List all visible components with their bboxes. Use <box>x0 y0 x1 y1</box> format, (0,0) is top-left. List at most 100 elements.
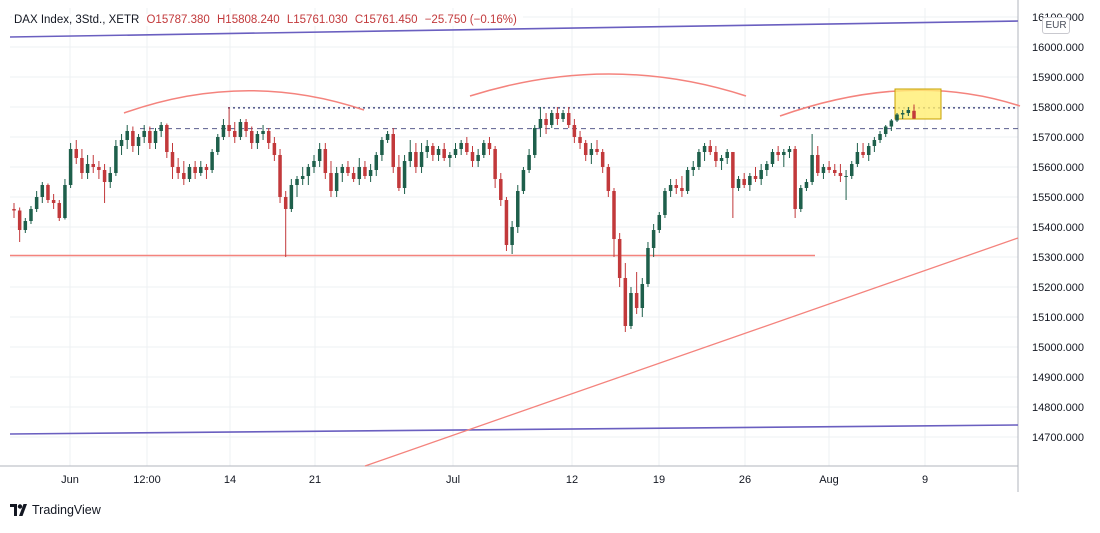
candle-body <box>770 152 775 164</box>
candle-body <box>821 167 826 173</box>
candle-body <box>612 191 616 239</box>
price-tick-label: 14900.000 <box>1032 372 1084 384</box>
time-tick-label: 14 <box>224 474 236 486</box>
candle-body <box>663 191 667 215</box>
instrument-title: DAX Index, 3Std., XETR <box>14 14 140 26</box>
candle-body <box>261 131 265 134</box>
arc-top-2 <box>469 73 747 97</box>
candle-body <box>527 155 531 170</box>
candle-body <box>170 152 175 167</box>
candle-body <box>482 143 486 155</box>
candle-body <box>380 140 384 155</box>
candle-body <box>323 149 328 173</box>
price-tick-label: 16000.000 <box>1032 42 1084 54</box>
tradingview-logo-icon <box>10 504 27 516</box>
chart-header: DAX Index, 3Std., XETR O15787.380 H15808… <box>12 14 523 26</box>
candle-body <box>199 167 203 173</box>
candle-body <box>640 284 645 308</box>
candle-body <box>136 137 141 146</box>
tradingview-brand[interactable]: TradingView <box>10 502 101 518</box>
candle-body <box>204 167 209 170</box>
candle-body <box>470 152 475 161</box>
candle-body <box>442 149 446 158</box>
candle-body <box>165 125 169 152</box>
candle-body <box>753 176 758 179</box>
high-value: H15808.240 <box>217 14 280 26</box>
candle-body <box>646 248 650 284</box>
candle-body <box>697 152 701 167</box>
change-value: −25.750 (−0.16%) <box>424 14 517 26</box>
currency-badge[interactable]: EUR <box>1042 17 1070 34</box>
candle-body <box>368 170 373 176</box>
candle-body <box>765 164 769 170</box>
candle-body <box>855 152 860 164</box>
candle-body <box>57 203 62 218</box>
candle-body <box>504 200 509 245</box>
candle-body <box>912 110 916 119</box>
candle-body <box>906 110 911 113</box>
candle-body <box>782 152 786 155</box>
candle-body <box>793 149 797 209</box>
time-tick-label: 26 <box>739 474 751 486</box>
open-value: O15787.380 <box>146 14 210 26</box>
candle-body <box>629 293 633 326</box>
candle-body <box>555 113 560 119</box>
close-value: C15761.450 <box>354 14 418 26</box>
candle-body <box>85 164 90 173</box>
candle-body <box>895 114 899 121</box>
candle-body <box>759 170 763 179</box>
candle-body <box>29 209 33 221</box>
candle-body <box>153 131 158 143</box>
candle-body <box>883 126 888 134</box>
time-tick-label: 9 <box>922 474 928 486</box>
candle-body <box>187 167 192 179</box>
candle-body <box>334 173 339 191</box>
candle-body <box>176 167 180 173</box>
candle-body <box>255 134 260 143</box>
candle-body <box>221 125 226 137</box>
candle-body <box>714 152 718 161</box>
candle-body <box>74 149 79 158</box>
trendline-ascending <box>364 237 1019 467</box>
candle-body <box>317 149 322 161</box>
candle-body <box>459 143 463 149</box>
price-tick-label: 15300.000 <box>1032 252 1084 264</box>
time-tick-label: Aug <box>819 474 839 486</box>
candle-body <box>521 170 526 191</box>
candle-body <box>425 146 429 152</box>
candle-body <box>544 119 548 125</box>
candle-body <box>391 134 395 167</box>
candle-body <box>748 176 752 185</box>
candle-body <box>731 152 735 188</box>
candle-body <box>244 122 248 131</box>
candle-body <box>329 173 333 191</box>
candle-body <box>193 167 197 173</box>
candle-body <box>465 143 469 152</box>
candle-body <box>634 293 639 308</box>
price-tick-label: 15100.000 <box>1032 312 1084 324</box>
candle-body <box>385 134 390 140</box>
candle-body <box>623 278 628 326</box>
candle-body <box>572 125 577 137</box>
candle-body <box>889 120 894 127</box>
candle-body <box>419 152 424 167</box>
candle-body <box>51 200 56 203</box>
candle-body <box>674 185 679 188</box>
candle-body <box>23 221 28 230</box>
candle-body <box>148 131 152 143</box>
price-tick-label: 14800.000 <box>1032 402 1084 414</box>
candle-body <box>595 149 599 152</box>
candle-body <box>827 167 831 170</box>
candle-body <box>159 125 163 131</box>
candle-body <box>742 179 746 185</box>
candle-body <box>725 152 729 158</box>
candle-body <box>566 113 571 125</box>
candle-body <box>878 134 882 140</box>
candle-body <box>651 230 656 248</box>
candle-body <box>227 125 231 131</box>
candle-body <box>278 155 282 197</box>
candle-body <box>414 152 418 167</box>
candle-body <box>114 146 118 173</box>
